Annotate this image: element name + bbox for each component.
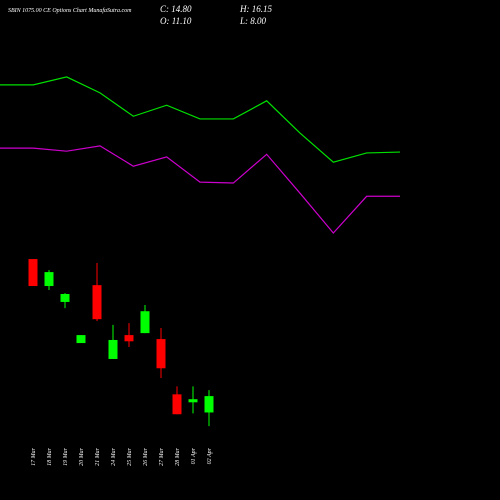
- candle-body: [204, 396, 214, 413]
- x-tick-label: 25 Mar: [127, 447, 133, 465]
- x-tick-label: 02 Apr: [207, 447, 213, 464]
- x-tick-label: 26 Mar: [143, 447, 149, 465]
- candle-body: [76, 335, 86, 344]
- chart-title: SBIN 1075.00 CE Options Chart MunafaSutr…: [8, 7, 132, 14]
- candle-body: [172, 394, 182, 415]
- x-tick-label: 27 Mar: [159, 447, 165, 465]
- x-tick-label: 21 Mar: [95, 447, 101, 465]
- candle-body: [92, 285, 102, 320]
- summary-open: O: 11.10: [160, 16, 192, 26]
- x-tick-label: 19 Mar: [63, 447, 69, 465]
- candle-body: [140, 311, 150, 334]
- candle-body: [60, 293, 70, 302]
- candle-body: [44, 272, 54, 287]
- summary-close: C: 14.80: [160, 4, 192, 14]
- indicator-line: [0, 145, 400, 234]
- x-tick-label: 18 Mar: [47, 447, 53, 465]
- candle-body: [124, 335, 134, 342]
- x-tick-label: 01 Apr: [191, 447, 197, 464]
- summary-high: H: 16.15: [239, 4, 272, 14]
- candle-body: [156, 339, 166, 369]
- summary-low: L: 8.00: [239, 16, 267, 26]
- x-tick-label: 24 Mar: [110, 447, 117, 465]
- x-tick-label: 17 Mar: [31, 447, 37, 465]
- candle-body: [188, 399, 198, 403]
- candle-body: [28, 259, 38, 287]
- indicator-line: [0, 76, 401, 163]
- x-tick-label: 20 Mar: [79, 447, 85, 465]
- candle-body: [108, 339, 118, 359]
- x-tick-label: 28 Mar: [175, 447, 181, 465]
